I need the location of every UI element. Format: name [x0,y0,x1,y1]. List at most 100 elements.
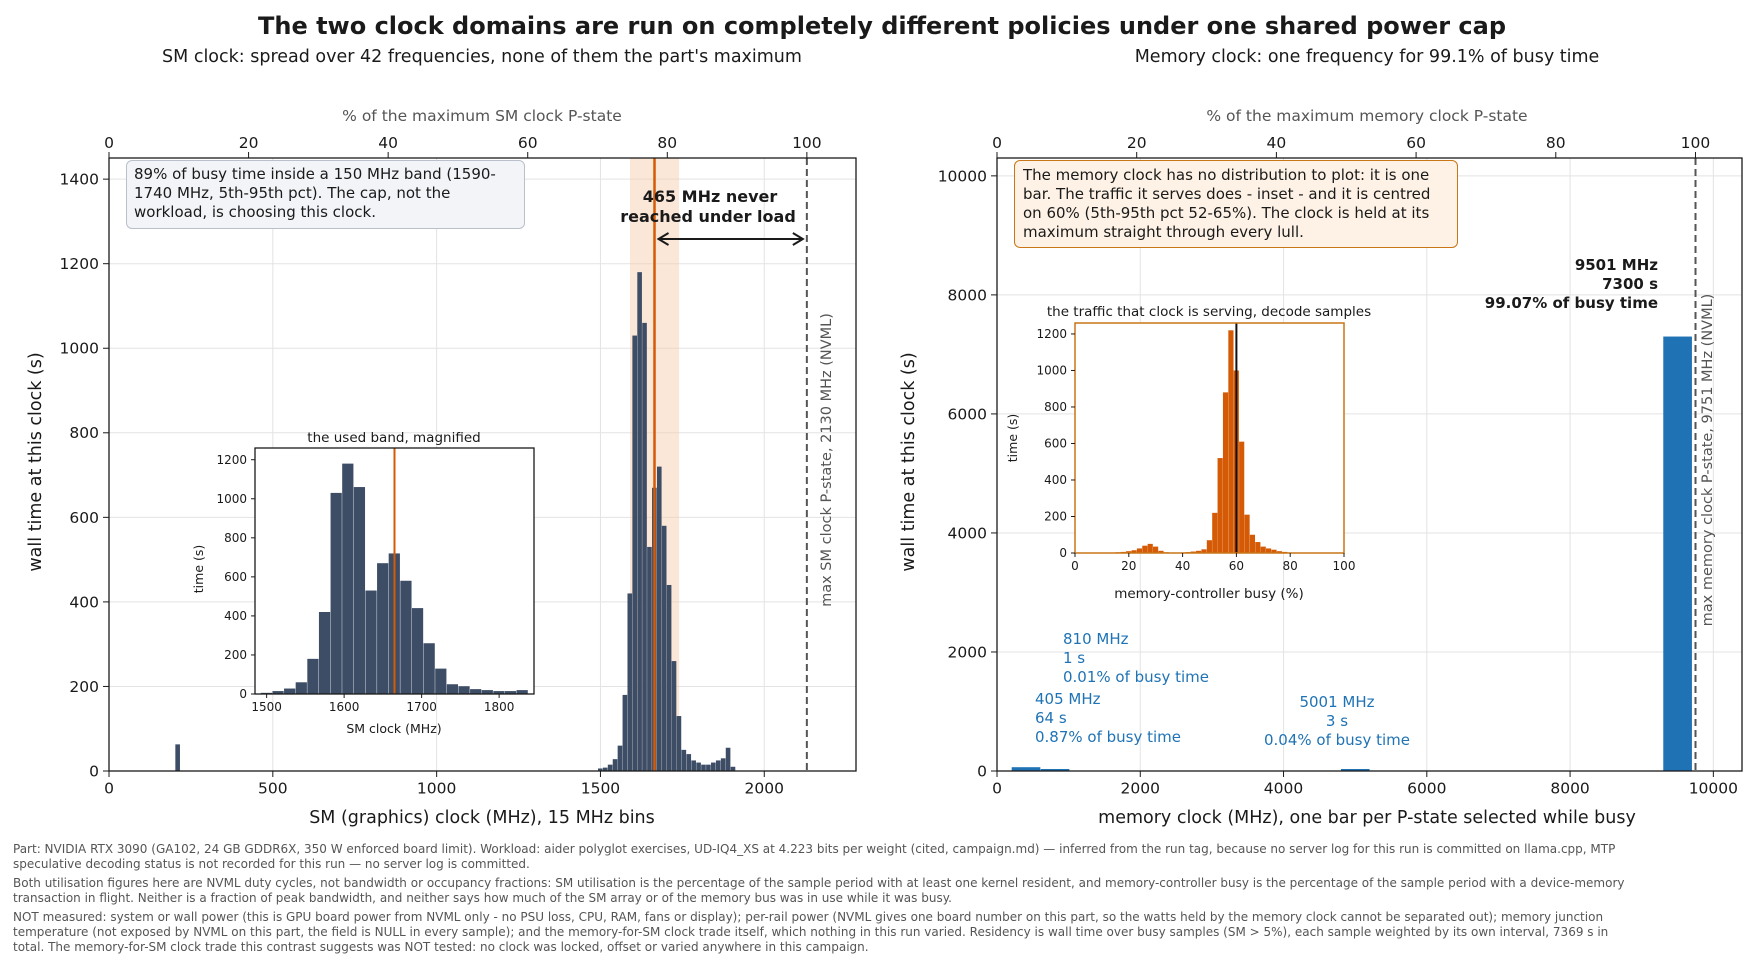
inset-bar [1201,549,1207,553]
left-subtitle: SM clock: spread over 42 frequencies, no… [162,47,802,67]
inset-bar [458,686,470,694]
inset-bar [1153,546,1159,553]
inset-bar [318,612,331,694]
histogram-bar [720,758,726,771]
top-x-tick-label: 0 [992,134,1002,152]
y-tick-label: 400 [224,609,247,623]
left-y-axis-label: wall time at this clock (s) [26,352,46,571]
top-x-tick-label: 80 [1546,134,1566,152]
histogram-bar [612,759,618,771]
y-tick-label: 600 [69,509,99,527]
bar-label-810-pct: 0.01% of busy time [1063,668,1209,686]
footnote-5: NOT measured: system or wall power (this… [13,910,1604,924]
bar-label-9501-pct: 99.07% of busy time [1485,294,1658,312]
histogram-bar [671,661,677,771]
y-tick-label: 8000 [948,286,987,304]
top-x-tick-label: 60 [518,134,538,152]
y-tick-label: 0 [89,762,99,780]
bar-label-810-secs: 1 s [1063,649,1085,667]
inset-bar [307,658,319,694]
gap-arrow-head-right [792,232,805,246]
inset-bar [1249,534,1256,553]
memory-bar [1663,336,1692,771]
sm-band-inset: 1500 1600 1700 1800 0 200 400 600 800 1000 1200 [216,447,535,714]
histogram-bar [711,762,716,771]
bar-label-810: 810 MHz 1 s 0.01% of busy time [1063,630,1209,686]
left-inset-title: the used band, magnified [307,430,480,446]
histogram-bar [602,767,608,771]
inset-bar [1222,392,1229,553]
inset-bar [1212,512,1218,553]
x-tick-label: 500 [258,780,288,798]
bar-label-5001-pct: 0.04% of busy time [1264,731,1410,749]
axes-frame [108,157,857,772]
left-top-axis-label: % of the maximum SM clock P-state [342,107,622,125]
y-tick-label: 600 [224,570,247,584]
inset-bar [1147,543,1153,553]
histogram-bar [617,745,623,771]
right-y-axis-label: wall time at this clock (s) [899,352,919,571]
bar-label-5001-secs: 3 s [1326,712,1348,730]
x-tick-label: 0 [104,780,114,798]
inset-bar [1255,542,1261,553]
histogram-bar [706,764,711,771]
y-tick-label: 4000 [948,524,987,542]
y-tick-label: 400 [1044,473,1067,487]
right-inset-x-label: memory-controller busy (%) [1114,586,1304,602]
histogram-bar [637,272,642,771]
x-tick-label: 2000 [1121,780,1160,798]
bar-label-9501-secs: 7300 s [1602,275,1658,293]
x-tick-label: 60 [1229,559,1244,573]
histogram-bar [175,744,180,771]
y-tick-label: 600 [1044,437,1067,451]
y-tick-label: 6000 [948,405,987,423]
bar-label-405-pct: 0.87% of busy time [1035,728,1181,746]
inset-bar [493,691,505,694]
top-x-tick-label: 20 [1127,134,1147,152]
inset-bar [1260,546,1266,553]
histogram-bar [666,584,672,771]
inset-bar [504,691,517,694]
inset-bar [365,590,377,694]
top-x-tick-label: 60 [1406,134,1426,152]
bar-label-9501-mhz: 9501 MHz [1575,256,1658,274]
histogram-bar [647,546,652,771]
x-tick-label: 2000 [745,780,784,798]
y-tick-label: 1200 [60,255,99,273]
memory-clock-chart: 0 2000 4000 6000 8000 10000020004000600080001… [938,134,1743,798]
mem-max-line-label: max memory clock P-state, 9751 MHz (NVML… [1700,294,1716,627]
y-tick-label: 400 [69,593,99,611]
histogram-bar [691,760,696,771]
inset-bar [272,691,284,694]
x-tick-label: 1600 [329,700,360,714]
sm-max-line-label: max SM clock P-state, 2130 MHz (NVML) [819,313,835,607]
x-tick-label: 80 [1283,559,1298,573]
bar-label-9501: 9501 MHz 7300 s 99.07% of busy time [1485,256,1658,312]
axes-frame [1074,322,1345,554]
y-tick-label: 0 [239,687,247,701]
inset-bar [342,463,354,694]
inset-bar [446,684,459,694]
x-tick-label: 4000 [1264,780,1303,798]
inset-bar [481,690,493,694]
y-tick-label: 200 [1044,510,1067,524]
inset-bar [423,643,435,694]
left-inset-y-label: time (s) [191,545,206,593]
axes-frame [996,157,1743,772]
axes-frame [254,447,535,695]
left-x-axis-label: SM (graphics) clock (MHz), 15 MHz bins [309,808,655,828]
inset-bar [295,682,307,694]
x-tick-label: 6000 [1407,780,1446,798]
right-inset-y-label: time (s) [1005,414,1020,462]
histogram-bar [597,768,603,771]
x-tick-label: 0 [992,780,1002,798]
footnote-1: Part: NVIDIA RTX 3090 (GA102, 24 GB GDDR… [13,842,1616,856]
y-tick-label: 800 [69,424,99,442]
inset-bar [1131,550,1137,553]
x-tick-label: 1700 [406,700,437,714]
inset-bar [377,563,389,694]
x-tick-label: 100 [1333,559,1356,573]
inset-bar [470,689,482,694]
gap-annotation-line2: reached under load [620,207,796,226]
